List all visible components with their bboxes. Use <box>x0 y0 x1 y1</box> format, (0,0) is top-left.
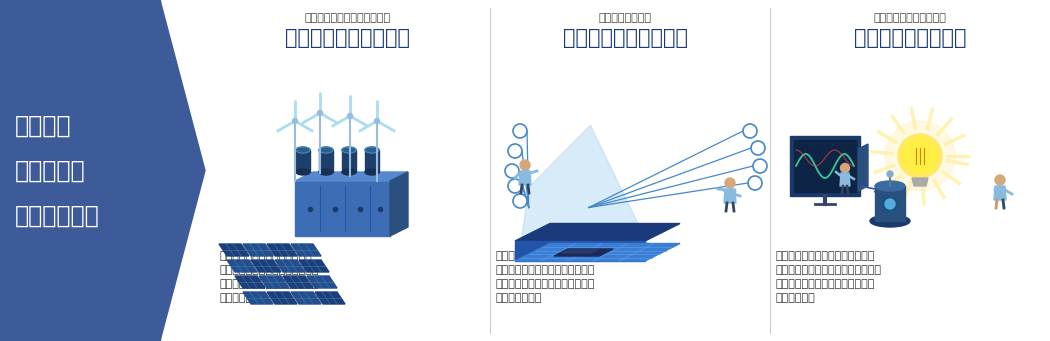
Ellipse shape <box>875 181 905 191</box>
Polygon shape <box>307 276 337 288</box>
Circle shape <box>887 171 892 177</box>
Bar <box>0 0 160 341</box>
Circle shape <box>753 159 766 173</box>
Circle shape <box>743 124 757 138</box>
Text: こんなこと！: こんなこと！ <box>15 204 100 228</box>
Circle shape <box>995 175 1005 185</box>
Polygon shape <box>562 250 598 253</box>
Ellipse shape <box>319 169 333 175</box>
Polygon shape <box>235 276 265 288</box>
Polygon shape <box>296 150 310 172</box>
Polygon shape <box>519 171 531 185</box>
Ellipse shape <box>870 215 910 227</box>
Polygon shape <box>251 260 281 272</box>
Ellipse shape <box>296 147 310 153</box>
Circle shape <box>885 199 895 209</box>
Ellipse shape <box>365 169 379 175</box>
Polygon shape <box>243 244 273 256</box>
Circle shape <box>505 164 519 178</box>
Text: 身近な場所で活躍: 身近な場所で活躍 <box>598 13 651 23</box>
Polygon shape <box>295 181 390 236</box>
Text: 化と、その安定供給のための技術: 化と、その安定供給のための技術 <box>220 265 319 275</box>
Polygon shape <box>259 276 289 288</box>
Polygon shape <box>243 292 273 304</box>
Text: が、日本の発電の脱炭素化には欠: が、日本の発電の脱炭素化には欠 <box>220 279 319 289</box>
Polygon shape <box>291 244 321 256</box>
Text: タの電源部品などに欠かせない、: タの電源部品などに欠かせない、 <box>495 279 594 289</box>
Circle shape <box>724 178 735 188</box>
Circle shape <box>293 119 297 123</box>
Text: カーボンニュートラル: カーボンニュートラル <box>285 28 410 48</box>
Polygon shape <box>267 244 297 256</box>
Circle shape <box>508 179 522 193</box>
Text: 電力の安定供給技術が支える: 電力の安定供給技術が支える <box>304 13 391 23</box>
Ellipse shape <box>365 147 379 153</box>
Circle shape <box>840 163 849 173</box>
Polygon shape <box>514 223 680 241</box>
Polygon shape <box>514 243 680 261</box>
Polygon shape <box>299 260 329 272</box>
Polygon shape <box>858 144 868 191</box>
Circle shape <box>898 134 942 178</box>
Circle shape <box>508 144 522 158</box>
Polygon shape <box>390 172 408 236</box>
Circle shape <box>348 114 353 119</box>
Circle shape <box>882 196 898 212</box>
Text: 半導体・電子デバイス: 半導体・電子デバイス <box>563 28 688 48</box>
Text: のシステムが、電気を操るために: のシステムが、電気を操るために <box>775 279 875 289</box>
Polygon shape <box>912 178 928 186</box>
Circle shape <box>748 176 762 190</box>
Polygon shape <box>840 173 850 186</box>
Polygon shape <box>284 276 313 288</box>
Circle shape <box>751 141 765 155</box>
Text: 欠かせない。: 欠かせない。 <box>775 293 815 303</box>
Polygon shape <box>790 136 860 196</box>
Polygon shape <box>267 292 297 304</box>
Text: 現代の必需品。: 現代の必需品。 <box>495 293 542 303</box>
Polygon shape <box>0 0 205 341</box>
Circle shape <box>513 194 527 208</box>
Polygon shape <box>275 260 304 272</box>
Ellipse shape <box>296 169 310 175</box>
Ellipse shape <box>342 169 356 175</box>
Text: 電気自動車や電車、家電製品、照: 電気自動車や電車、家電製品、照 <box>495 251 594 261</box>
Ellipse shape <box>342 147 356 153</box>
Text: と、ハードウェアと信号処理ソフト: と、ハードウェアと信号処理ソフト <box>775 265 881 275</box>
Polygon shape <box>315 292 345 304</box>
Ellipse shape <box>319 147 333 153</box>
Text: 電気を巧みに操るための: 電気を巧みに操るための <box>874 13 946 23</box>
Text: かせない。: かせない。 <box>220 293 253 303</box>
Polygon shape <box>724 189 736 203</box>
Polygon shape <box>319 150 333 172</box>
Text: 再生可能エネルギーの主力電源: 再生可能エネルギーの主力電源 <box>220 251 313 261</box>
Polygon shape <box>219 244 249 256</box>
Circle shape <box>317 110 322 116</box>
Text: できる、: できる、 <box>15 114 71 138</box>
Polygon shape <box>295 172 408 181</box>
Circle shape <box>520 160 530 170</box>
Polygon shape <box>342 150 356 172</box>
Text: つくれる、: つくれる、 <box>15 159 86 183</box>
Polygon shape <box>514 241 645 261</box>
Text: 明器具、電磁調理器、コンピュー: 明器具、電磁調理器、コンピュー <box>495 265 594 275</box>
Text: センサーからの信号に対する処理: センサーからの信号に対する処理 <box>775 251 875 261</box>
Polygon shape <box>875 186 905 221</box>
Polygon shape <box>291 292 321 304</box>
Circle shape <box>885 121 956 191</box>
Polygon shape <box>365 150 379 172</box>
Polygon shape <box>794 140 856 192</box>
Circle shape <box>513 124 527 138</box>
Circle shape <box>902 138 938 174</box>
Polygon shape <box>554 249 613 256</box>
Text: 信号処理とシステム: 信号処理とシステム <box>854 28 966 48</box>
Polygon shape <box>227 260 257 272</box>
Polygon shape <box>519 125 649 259</box>
Polygon shape <box>994 186 1006 200</box>
Circle shape <box>375 119 379 123</box>
